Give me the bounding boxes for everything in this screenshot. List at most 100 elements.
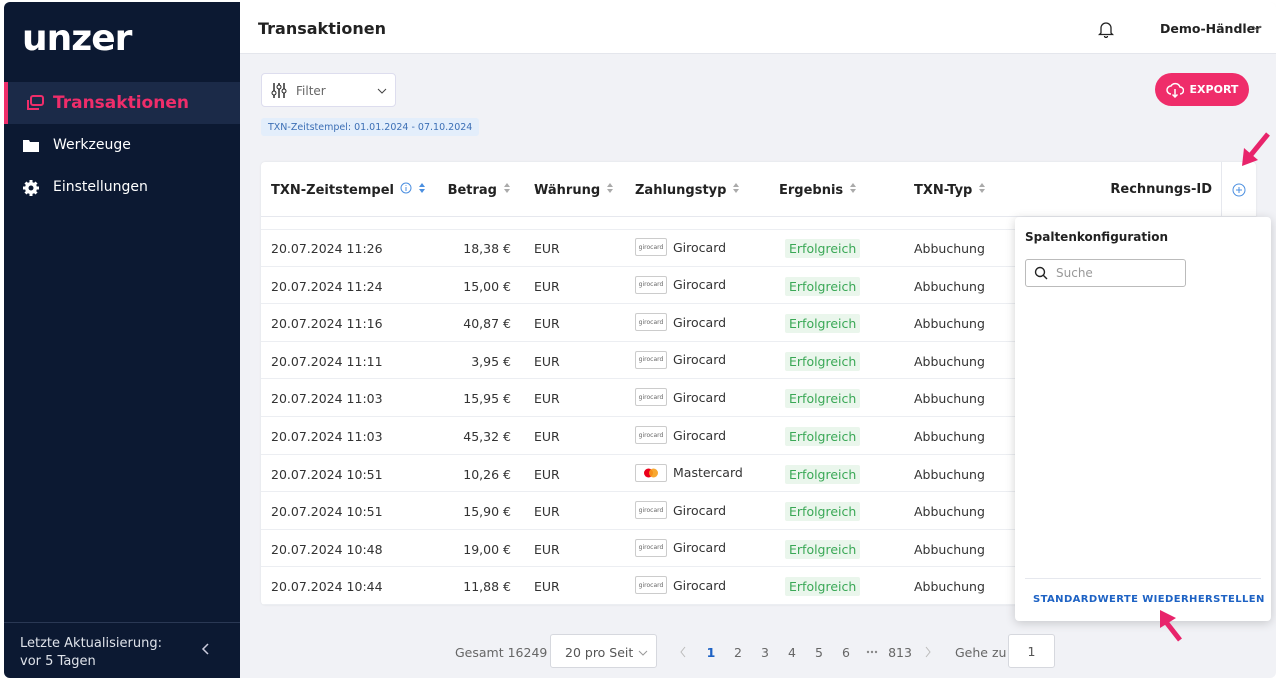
page-size-select[interactable]: 20 pro Seit bbox=[550, 634, 657, 668]
export-button[interactable]: EXPORT bbox=[1155, 73, 1249, 106]
table-row: 20.07.2024 11:24 15,00 € EUR girocard Giroca… bbox=[261, 267, 1256, 305]
currency: EUR bbox=[534, 391, 560, 407]
payment-type: girocard Girocard bbox=[635, 275, 727, 294]
payment-logo: girocard bbox=[635, 538, 667, 557]
payment-logo: girocard bbox=[635, 275, 667, 294]
payment-logo: girocard bbox=[635, 350, 667, 369]
payment-type: girocard Girocard bbox=[635, 426, 726, 444]
payment-type: girocard Girocard bbox=[635, 313, 726, 332]
sort-icon bbox=[732, 182, 740, 198]
timestamp: 20.07.2024 10:51 bbox=[271, 504, 383, 520]
amount: 15,90 € bbox=[463, 504, 511, 520]
row-divider bbox=[261, 229, 1256, 230]
payment-label: Girocard bbox=[673, 277, 727, 293]
page-link[interactable]: 6 bbox=[842, 645, 850, 660]
option-list: TXN-ZeitstempelEindeutige-IDBetragWährun… bbox=[1015, 293, 1271, 577]
top-bar: Transaktionen Demo-Händler bbox=[240, 2, 1276, 54]
payment-label: Girocard bbox=[673, 577, 727, 593]
column-header[interactable]: TXN-Zeitstempel bbox=[271, 182, 426, 198]
payment-type: girocard Girocard bbox=[635, 538, 726, 557]
txn-type: Abbuchung bbox=[914, 316, 985, 332]
bell-icon[interactable] bbox=[1098, 20, 1114, 38]
payment-type: girocard Girocard bbox=[635, 238, 726, 256]
column-header[interactable]: Betrag bbox=[448, 182, 511, 198]
column-config-panel: Spaltenkonfiguration Suche TXN-Zeitstemp… bbox=[1015, 217, 1271, 621]
timestamp: 20.07.2024 10:51 bbox=[271, 466, 383, 482]
last-update-line: Letzte Aktualisierung: bbox=[20, 636, 162, 651]
payment-label: Mastercard bbox=[673, 465, 743, 481]
goto-input[interactable]: 1 bbox=[1008, 634, 1055, 668]
sort-icon bbox=[606, 182, 614, 198]
txn-type: Abbuchung bbox=[914, 353, 985, 369]
export-label: EXPORT bbox=[1189, 83, 1239, 96]
nav-icon bbox=[26, 95, 44, 116]
search-input[interactable]: Suche bbox=[1025, 259, 1186, 287]
payment-type: Mastercard bbox=[635, 463, 743, 482]
prev-page[interactable] bbox=[679, 646, 687, 658]
filter-button[interactable]: Filter bbox=[261, 73, 396, 107]
page-link[interactable]: 2 bbox=[734, 645, 742, 660]
logo: unzer bbox=[22, 18, 132, 59]
txn-type: Abbuchung bbox=[914, 278, 985, 294]
column-label: Rechnungs-ID bbox=[1110, 182, 1212, 197]
result: Erfolgreich bbox=[785, 502, 861, 522]
column-header[interactable]: Rechnungs-ID bbox=[1110, 182, 1212, 197]
nav-item[interactable]: Einstellungen bbox=[4, 166, 240, 208]
payment-logo: girocard bbox=[635, 238, 667, 256]
column-header[interactable]: Zahlungstyp bbox=[635, 182, 740, 198]
column-label: TXN-Typ bbox=[914, 182, 973, 198]
payment-label: Girocard bbox=[673, 389, 727, 405]
reset-button[interactable]: STANDARDWERTE WIEDERHERSTELLEN bbox=[1033, 594, 1265, 605]
nav-label: Werkzeuge bbox=[53, 137, 131, 153]
amount: 19,00 € bbox=[463, 541, 511, 557]
page-link[interactable]: 4 bbox=[788, 645, 796, 660]
amount: 15,95 € bbox=[463, 391, 511, 407]
txn-type: Abbuchung bbox=[914, 504, 985, 520]
payment-type: girocard Girocard bbox=[635, 388, 727, 407]
currency: EUR bbox=[534, 504, 560, 520]
collapse-icon[interactable] bbox=[200, 642, 212, 656]
table-row: 20.07.2024 10:48 19,00 € EUR girocard Giroca… bbox=[261, 530, 1256, 568]
page-link[interactable]: 5 bbox=[815, 645, 823, 660]
page-link[interactable]: 3 bbox=[761, 645, 769, 660]
app: unzer Letzte Aktualisierung: vor 5 Tagen… bbox=[4, 2, 1276, 678]
goto-label: Gehe zu bbox=[955, 645, 1007, 660]
payment-logo bbox=[635, 463, 667, 482]
timestamp: 20.07.2024 11:03 bbox=[271, 391, 383, 407]
timestamp: 20.07.2024 11:16 bbox=[271, 316, 383, 332]
payment-label: Girocard bbox=[673, 427, 727, 443]
payment-logo: girocard bbox=[635, 576, 667, 595]
page-link[interactable]: 1 bbox=[706, 645, 716, 660]
page-link[interactable]: 813 bbox=[888, 645, 912, 660]
txn-type: Abbuchung bbox=[914, 466, 985, 482]
sidebar: unzer Letzte Aktualisierung: vor 5 Tagen… bbox=[4, 2, 240, 678]
result: Erfolgreich bbox=[785, 464, 861, 484]
search-icon bbox=[1034, 266, 1048, 280]
chevron bbox=[1252, 25, 1262, 31]
column-header[interactable]: Währung bbox=[534, 182, 614, 198]
txn-type: Abbuchung bbox=[914, 391, 985, 407]
sort-icon bbox=[418, 182, 426, 198]
payment-label: Girocard bbox=[673, 239, 727, 255]
column-header[interactable]: Ergebnis bbox=[779, 182, 857, 198]
result: Erfolgreich bbox=[785, 427, 861, 446]
filter-chip[interactable]: TXN-Zeitstempel: 01.01.2024 - 07.10.2024 bbox=[261, 118, 480, 136]
table-row: 20.07.2024 10:44 11,88 € EUR girocard Giroca… bbox=[261, 567, 1256, 605]
table-row: 20.07.2024 11:16 40,87 € EUR girocard Giroca… bbox=[261, 304, 1256, 342]
nav-item[interactable]: Transaktionen bbox=[4, 82, 240, 124]
user-menu[interactable]: Demo-Händler bbox=[1160, 21, 1262, 36]
column-divider bbox=[1221, 162, 1222, 216]
payment-label: Girocard bbox=[673, 352, 727, 368]
timestamp: 20.07.2024 11:11 bbox=[271, 353, 383, 369]
amount: 18,38 € bbox=[463, 241, 511, 256]
txn-type: Abbuchung bbox=[914, 541, 985, 557]
page-size-label: 20 pro Seit bbox=[565, 645, 634, 660]
nav-item[interactable]: Werkzeuge bbox=[4, 124, 240, 166]
amount: 10,26 € bbox=[463, 466, 511, 482]
column-header[interactable]: TXN-Typ bbox=[914, 182, 986, 198]
nav-icon bbox=[22, 179, 40, 201]
next-page[interactable] bbox=[924, 646, 932, 658]
currency: EUR bbox=[534, 278, 560, 294]
add-column-button[interactable] bbox=[1231, 182, 1247, 198]
